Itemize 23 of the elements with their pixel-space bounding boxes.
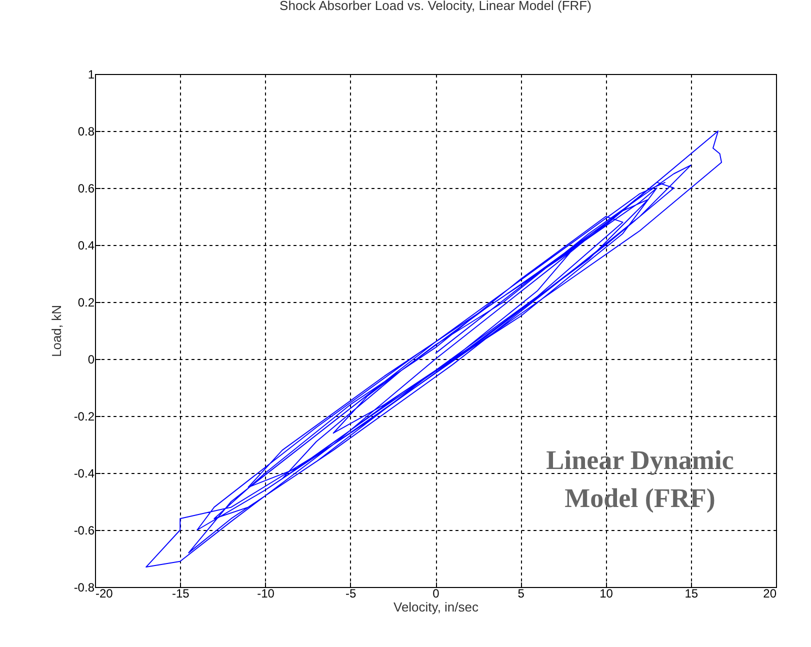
- chart-title: Shock Absorber Load vs. Velocity, Linear Model (FRF): [280, 0, 592, 13]
- y-tick-label: -0.4: [74, 466, 95, 480]
- y-tick-label: 0.4: [78, 238, 95, 252]
- y-tick-label: -0.8: [74, 580, 95, 594]
- annotation: Linear Dynamic Model (FRF): [546, 445, 734, 513]
- y-tick-label: -0.6: [74, 524, 95, 538]
- x-tick-label: -15: [172, 586, 190, 600]
- x-tick-label: -5: [346, 586, 357, 600]
- y-axis-title: Load, kN: [48, 304, 64, 358]
- x-tick-label: 15: [684, 586, 698, 600]
- y-tick-label: 0.2: [78, 296, 95, 310]
- y-tick-label: 0: [88, 352, 95, 366]
- x-tick-label: 0: [432, 586, 440, 600]
- x-tick-label: 5: [518, 586, 525, 600]
- y-tick-label: 1: [88, 68, 95, 82]
- x-tick-label: -10: [257, 586, 275, 600]
- x-axis-title: Velocity, in/sec: [393, 600, 480, 614]
- y-tick-label: 0.8: [78, 124, 95, 138]
- y-tick-label: 0.6: [78, 182, 95, 196]
- y-tick-label: -0.2: [74, 410, 95, 424]
- x-tick-label: 10: [600, 586, 614, 600]
- x-tick-label: 20: [763, 586, 777, 600]
- x-tick-label: -20: [96, 586, 114, 600]
